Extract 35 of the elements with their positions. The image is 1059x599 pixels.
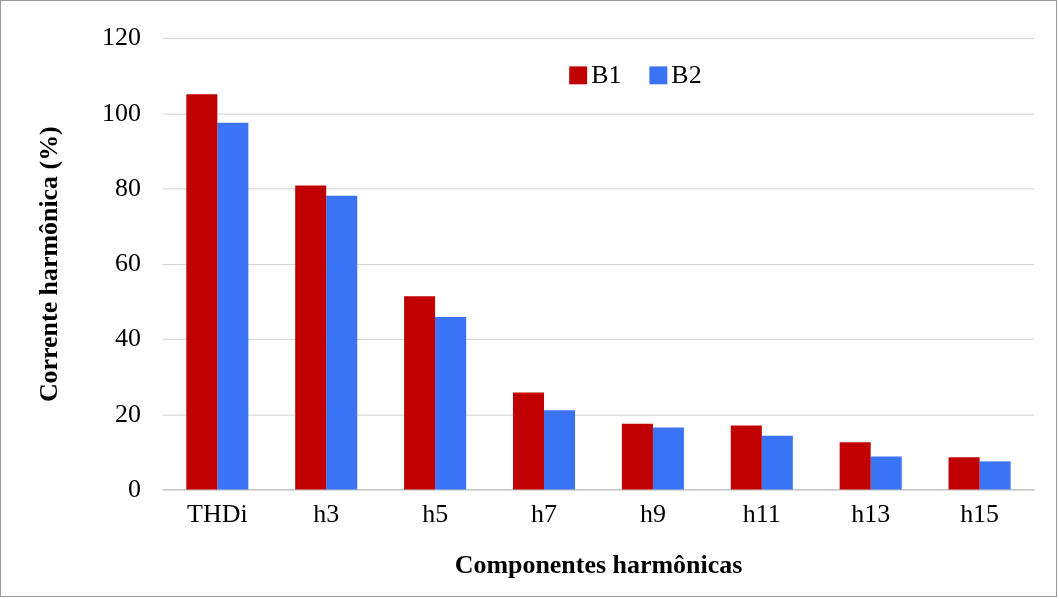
y-tick-label: 60 — [114, 248, 141, 278]
y-tick-label: 40 — [114, 323, 141, 353]
x-tick-label: h11 — [742, 499, 781, 529]
bar — [186, 94, 218, 490]
bar — [217, 122, 249, 490]
x-tick-label: h5 — [422, 499, 449, 529]
y-tick-label: 80 — [114, 172, 141, 202]
x-tick-label: h15 — [960, 499, 1000, 529]
y-tick-label: 100 — [102, 97, 141, 127]
bar — [295, 185, 327, 490]
x-axis-title: Componentes harmônicas — [454, 550, 743, 580]
bar — [435, 316, 467, 490]
y-axis-title: Corrente harmônica (%) — [34, 126, 64, 403]
x-tick-label: THDi — [187, 499, 248, 529]
x-tick-label: h9 — [639, 499, 666, 529]
x-tick-label: h13 — [851, 499, 891, 529]
y-tick-label: 0 — [127, 473, 141, 503]
bar — [326, 195, 358, 490]
bar — [948, 457, 980, 490]
bar — [544, 410, 576, 490]
x-tick-label: h3 — [313, 499, 340, 529]
bar — [730, 425, 762, 490]
bar — [652, 427, 684, 490]
bar — [621, 423, 653, 490]
bar — [404, 296, 436, 490]
bar — [512, 392, 545, 490]
bar — [839, 442, 871, 490]
legend-label: B2 — [671, 60, 702, 90]
bar — [761, 435, 793, 490]
x-tick-label: h7 — [531, 499, 558, 529]
bar — [870, 456, 902, 490]
bar — [979, 461, 1011, 490]
legend-label: B1 — [591, 60, 622, 90]
y-tick-label: 120 — [102, 22, 141, 52]
y-tick-label: 20 — [114, 398, 141, 428]
